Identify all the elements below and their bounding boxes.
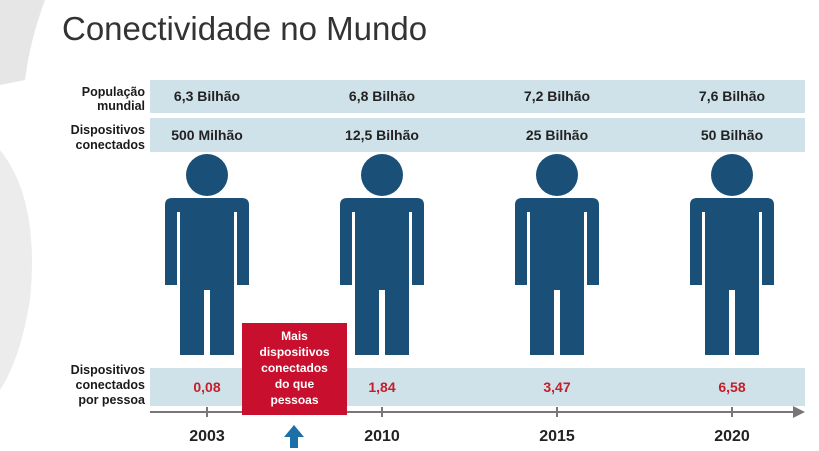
devices: 12,5 Bilhão — [345, 127, 419, 143]
callout-text: do que — [275, 377, 315, 391]
band — [150, 80, 805, 113]
population: 6,8 Bilhão — [349, 88, 415, 104]
per-person: 1,84 — [368, 379, 395, 395]
row-label: População — [82, 85, 146, 99]
row-label: Dispositivos — [71, 123, 145, 137]
per-person: 3,47 — [543, 379, 570, 395]
year: 2003 — [189, 428, 225, 445]
callout-text: dispositivos — [259, 345, 329, 359]
devices: 50 Bilhão — [701, 127, 763, 143]
person-body — [340, 198, 424, 355]
callout-text: pessoas — [270, 393, 318, 407]
timeline-arrow — [793, 406, 805, 418]
row-label: mundial — [97, 99, 145, 113]
population: 7,6 Bilhão — [699, 88, 765, 104]
callout-box — [242, 323, 347, 415]
population: 7,2 Bilhão — [524, 88, 590, 104]
per-person: 6,58 — [718, 379, 745, 395]
person-head — [361, 154, 403, 196]
callout-text: conectados — [261, 361, 328, 375]
devices: 25 Bilhão — [526, 127, 588, 143]
per-person: 0,08 — [193, 379, 220, 395]
callout-text: Mais — [281, 329, 308, 343]
row-label: Dispositivos — [71, 363, 145, 377]
person-body — [515, 198, 599, 355]
year: 2015 — [539, 428, 575, 445]
person-head — [711, 154, 753, 196]
person-body — [165, 198, 249, 355]
up-arrow — [284, 425, 304, 448]
row-label: conectados — [76, 138, 146, 152]
title: Conectividade no Mundo — [62, 10, 427, 47]
row-label: por pessoa — [78, 393, 146, 407]
year: 2010 — [364, 428, 400, 445]
decor — [0, 150, 32, 390]
band — [150, 118, 805, 152]
decor — [0, 0, 45, 85]
population: 6,3 Bilhão — [174, 88, 240, 104]
year: 2020 — [714, 428, 750, 445]
person-head — [536, 154, 578, 196]
person-head — [186, 154, 228, 196]
devices: 500 Milhão — [171, 127, 243, 143]
row-label: conectados — [76, 378, 146, 392]
person-body — [690, 198, 774, 355]
